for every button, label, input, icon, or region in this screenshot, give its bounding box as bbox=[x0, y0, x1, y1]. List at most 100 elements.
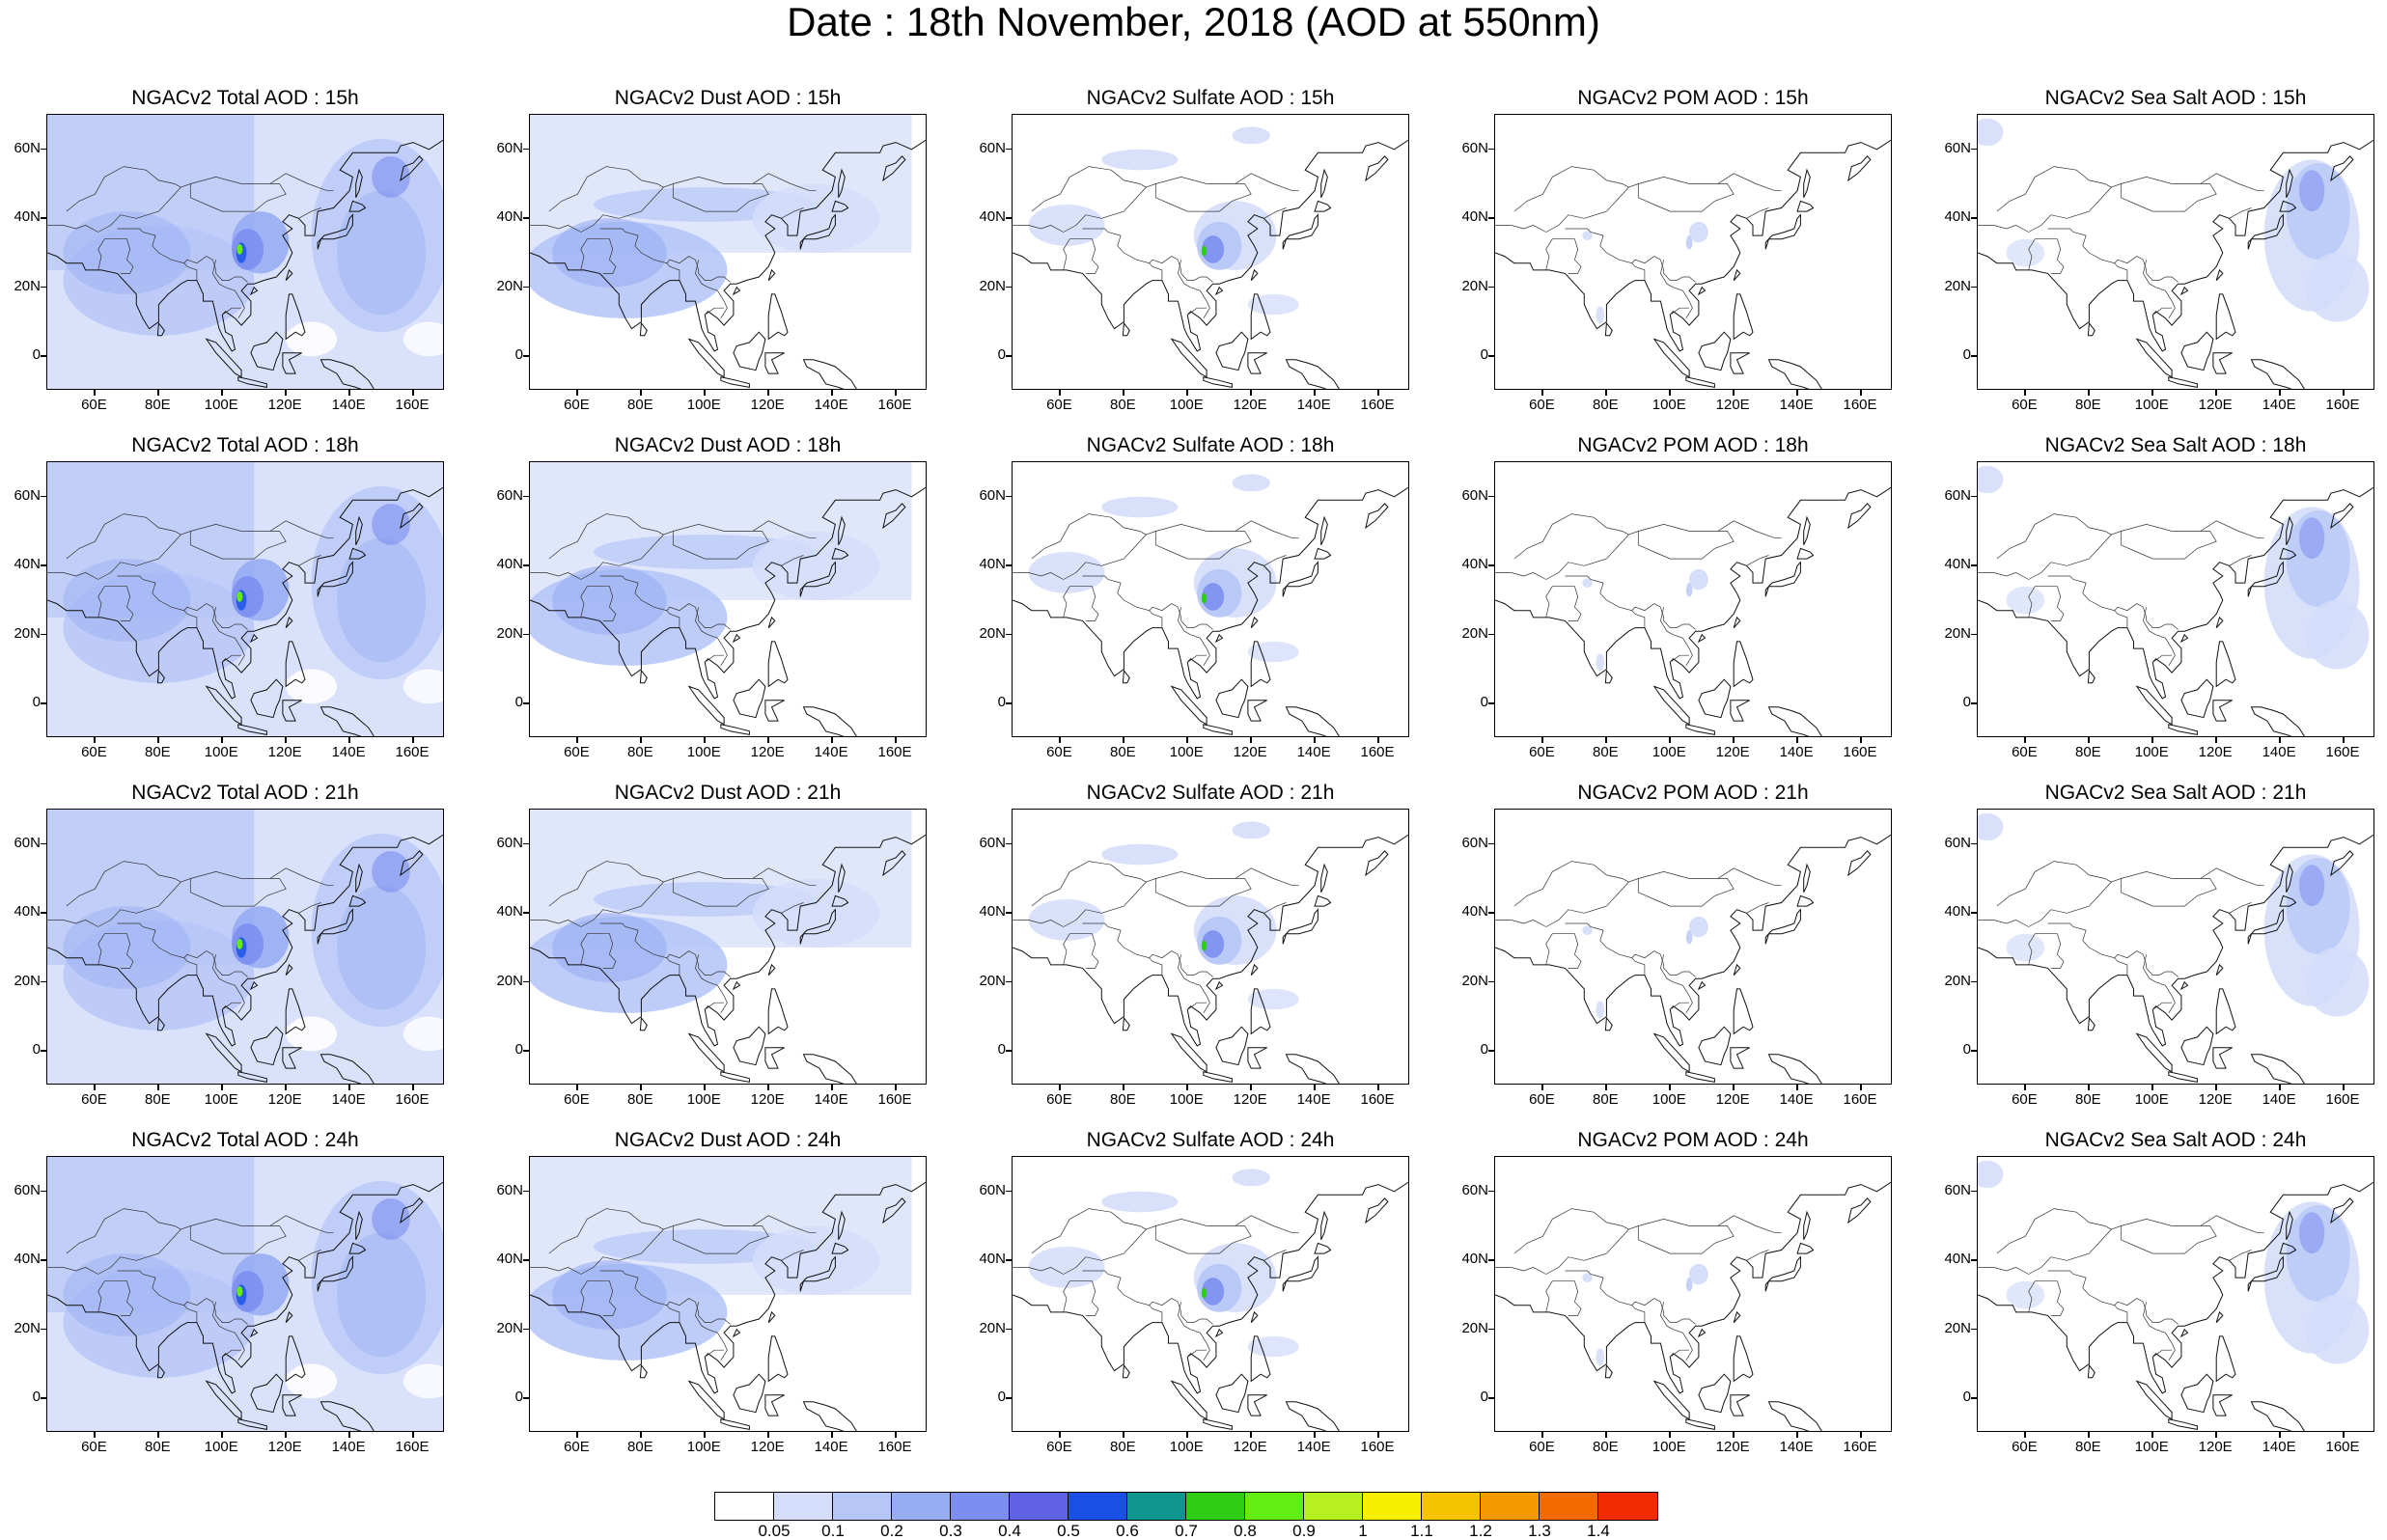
lon-label: 140E bbox=[1779, 1091, 1814, 1108]
lon-label: 160E bbox=[1360, 397, 1395, 413]
lat-label: 60N bbox=[14, 139, 41, 156]
lon-label: 100E bbox=[1169, 397, 1204, 413]
lon-label: 140E bbox=[2262, 1439, 2296, 1455]
lat-label: 40N bbox=[14, 903, 41, 921]
lon-label: 160E bbox=[877, 1091, 912, 1108]
lon-label: 120E bbox=[267, 1091, 302, 1108]
lat-tick bbox=[523, 702, 529, 704]
aod-shading bbox=[530, 1157, 912, 1361]
aod-shading bbox=[1582, 221, 1708, 324]
lon-tick bbox=[895, 737, 897, 743]
lat-label: 0 bbox=[1962, 1389, 1971, 1406]
panel-title: NGACv2 Sulfate AOD : 21h bbox=[1086, 782, 1335, 804]
lat-tick bbox=[1971, 1050, 1977, 1052]
lon-label: 120E bbox=[750, 744, 785, 760]
map-panel-dust-21h: NGACv2 Dust AOD : 21h 60N 40N 20N 0 60E 80E 100… bbox=[483, 782, 946, 1110]
lat-label: 60N bbox=[979, 486, 1006, 504]
lon-tick bbox=[2088, 737, 2090, 743]
lon-tick bbox=[767, 1432, 769, 1438]
map-svg bbox=[1495, 834, 1891, 1084]
panel-title: NGACv2 Sulfate AOD : 18h bbox=[1086, 434, 1335, 456]
lon-tick bbox=[1541, 1432, 1543, 1438]
borders bbox=[530, 166, 817, 319]
borders bbox=[530, 1208, 817, 1361]
colorbar-swatch bbox=[1069, 1493, 1127, 1520]
lon-label: 160E bbox=[877, 744, 912, 760]
lon-tick bbox=[1541, 1085, 1543, 1090]
lon-label: 140E bbox=[1296, 1091, 1331, 1108]
colorbar-label: 1.2 bbox=[1469, 1522, 1492, 1540]
lon-label: 140E bbox=[2262, 397, 2296, 413]
lon-label: 100E bbox=[2134, 1091, 2169, 1108]
lat-tick bbox=[1006, 1397, 1012, 1399]
lat-label: 40N bbox=[1461, 208, 1488, 226]
coastlines bbox=[47, 834, 443, 1084]
lon-tick bbox=[1377, 737, 1379, 743]
lon-tick bbox=[1605, 1085, 1607, 1090]
lat-tick bbox=[1006, 842, 1012, 845]
coastlines bbox=[1978, 834, 2373, 1084]
map-panel-seasalt-15h: NGACv2 Sea Salt AOD : 15h 60N 40N 20N 0 60E 80… bbox=[1930, 87, 2387, 415]
borders bbox=[1978, 861, 2264, 1014]
aod-shading bbox=[530, 115, 912, 318]
lat-label: 40N bbox=[14, 556, 41, 573]
lat-label: 0 bbox=[1480, 1041, 1488, 1059]
aod-shading bbox=[1978, 1160, 2370, 1364]
lat-label: 20N bbox=[14, 1319, 41, 1336]
lat-tick bbox=[41, 1050, 46, 1052]
map-panel-dust-24h: NGACv2 Dust AOD : 24h 60N 40N 20N 0 60E 80E 100… bbox=[483, 1129, 946, 1457]
lat-tick bbox=[1006, 1050, 1012, 1052]
lon-label: 60E bbox=[1046, 744, 1072, 760]
lon-tick bbox=[2088, 1432, 2090, 1438]
lon-tick bbox=[767, 1085, 769, 1090]
colorbar-swatch bbox=[1363, 1493, 1422, 1520]
lon-tick bbox=[576, 390, 578, 396]
lon-tick bbox=[1796, 1432, 1798, 1438]
lon-tick bbox=[348, 1085, 350, 1090]
borders bbox=[1013, 513, 1299, 667]
lon-tick bbox=[94, 1432, 96, 1438]
lon-tick bbox=[831, 1085, 833, 1090]
lon-label: 80E bbox=[627, 744, 653, 760]
borders bbox=[1978, 1208, 2264, 1361]
lon-label: 80E bbox=[2075, 397, 2101, 413]
lon-label: 100E bbox=[1651, 1439, 1686, 1455]
lon-tick bbox=[1733, 737, 1735, 743]
lon-tick bbox=[412, 1085, 414, 1090]
lat-tick bbox=[1006, 217, 1012, 219]
lat-label: 60N bbox=[14, 834, 41, 851]
lon-tick bbox=[1860, 1085, 1862, 1090]
lon-label: 60E bbox=[1529, 1091, 1555, 1108]
map-plot bbox=[46, 461, 444, 737]
colorbar-label: 0.2 bbox=[880, 1522, 903, 1540]
map-plot bbox=[1494, 114, 1892, 390]
lon-tick bbox=[1377, 1432, 1379, 1438]
coastlines bbox=[1495, 834, 1891, 1084]
lon-label: 140E bbox=[331, 397, 366, 413]
lon-tick bbox=[285, 390, 287, 396]
lon-label: 140E bbox=[2262, 744, 2296, 760]
lat-tick bbox=[1488, 912, 1494, 914]
borders bbox=[1495, 1208, 1782, 1361]
lon-tick bbox=[2151, 390, 2153, 396]
coastlines bbox=[1013, 834, 1408, 1084]
coastlines bbox=[1013, 486, 1408, 736]
lon-label: 120E bbox=[2198, 744, 2233, 760]
lon-tick bbox=[640, 1085, 642, 1090]
colorbar-swatch bbox=[1481, 1493, 1540, 1520]
lat-tick bbox=[523, 1328, 529, 1331]
map-panel-dust-15h: NGACv2 Dust AOD : 15h 60N 40N 20N 0 60E 80E 100… bbox=[483, 87, 946, 415]
lat-label: 60N bbox=[14, 1181, 41, 1198]
coastlines bbox=[1013, 139, 1408, 389]
lat-tick bbox=[1006, 1190, 1012, 1193]
lat-tick bbox=[41, 286, 46, 289]
aod-shading bbox=[1028, 126, 1299, 316]
lat-label: 60N bbox=[496, 1181, 523, 1198]
lon-label: 80E bbox=[1593, 397, 1619, 413]
lat-label: 20N bbox=[496, 1319, 523, 1336]
map-svg bbox=[530, 115, 926, 389]
borders bbox=[1495, 166, 1782, 319]
lon-label: 80E bbox=[1110, 1439, 1136, 1455]
lon-label: 80E bbox=[2075, 1439, 2101, 1455]
lon-tick bbox=[94, 737, 96, 743]
